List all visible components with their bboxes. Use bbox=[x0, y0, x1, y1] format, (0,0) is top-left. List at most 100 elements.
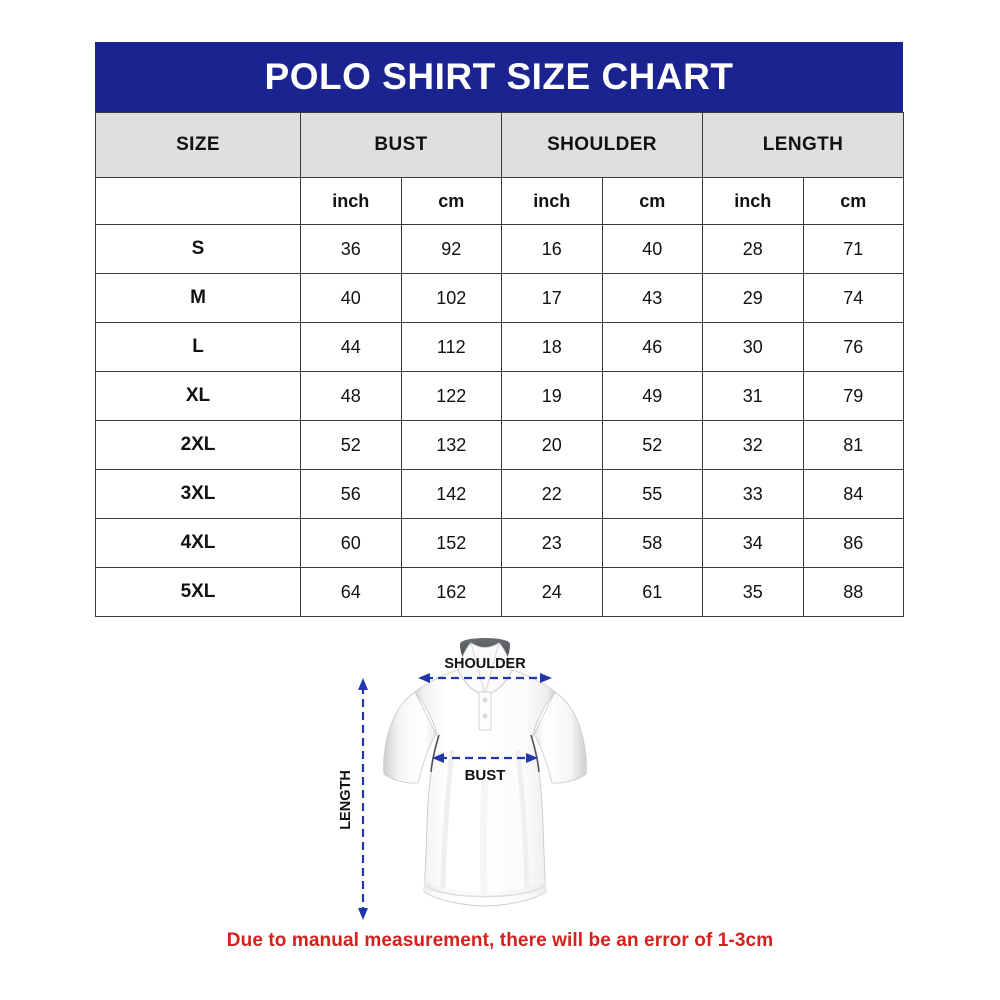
cell-length-inch: 32 bbox=[702, 420, 804, 470]
bust-arrow-left-icon bbox=[432, 753, 444, 763]
table-row: L 44 112 18 46 30 76 bbox=[95, 322, 905, 372]
cell-shoulder-inch: 17 bbox=[501, 273, 603, 323]
chart-title-bar: POLO SHIRT SIZE CHART bbox=[95, 42, 903, 112]
cell-length-inch: 34 bbox=[702, 518, 804, 568]
cell-shoulder-inch: 24 bbox=[501, 567, 603, 617]
cell-shoulder-cm: 52 bbox=[601, 420, 704, 470]
column-header-shoulder: SHOULDER bbox=[501, 112, 704, 178]
cell-shoulder-inch: 19 bbox=[501, 371, 603, 421]
cell-bust-inch: 64 bbox=[300, 567, 402, 617]
size-chart-container: POLO SHIRT SIZE CHART SIZE BUST SHOULDER… bbox=[95, 42, 905, 617]
cell-bust-cm: 142 bbox=[400, 469, 503, 519]
unit-cell-bust-inch: inch bbox=[300, 177, 402, 225]
unit-cell-shoulder-cm: cm bbox=[601, 177, 704, 225]
measurement-disclaimer: Due to manual measurement, there will be… bbox=[226, 930, 774, 951]
cell-length-inch: 31 bbox=[702, 371, 804, 421]
table-row: 2XL 52 132 20 52 32 81 bbox=[95, 420, 905, 470]
unit-cell-length-cm: cm bbox=[802, 177, 905, 225]
unit-cell-blank bbox=[95, 177, 301, 225]
shoulder-arrow-right-icon bbox=[540, 673, 552, 683]
size-chart-table: SIZE BUST SHOULDER LENGTH inch cm inch c… bbox=[95, 112, 905, 617]
cell-bust-cm: 132 bbox=[400, 420, 503, 470]
cell-size: 4XL bbox=[95, 518, 301, 568]
cell-bust-cm: 152 bbox=[400, 518, 503, 568]
cell-size: 3XL bbox=[95, 469, 301, 519]
shoulder-arrow-left-icon bbox=[418, 673, 430, 683]
shirt-illustration bbox=[383, 638, 587, 907]
cell-bust-cm: 102 bbox=[400, 273, 503, 323]
cell-length-cm: 71 bbox=[802, 224, 905, 274]
cell-length-inch: 28 bbox=[702, 224, 804, 274]
unit-cell-length-inch: inch bbox=[702, 177, 804, 225]
table-row: S 36 92 16 40 28 71 bbox=[95, 224, 905, 274]
shirt-button-top bbox=[482, 697, 488, 703]
table-group-header-row: SIZE BUST SHOULDER LENGTH bbox=[95, 112, 905, 178]
cell-length-inch: 33 bbox=[702, 469, 804, 519]
table-row: XL 48 122 19 49 31 79 bbox=[95, 371, 905, 421]
cell-length-inch: 30 bbox=[702, 322, 804, 372]
table-row: 5XL 64 162 24 61 35 88 bbox=[95, 567, 905, 617]
cell-size: S bbox=[95, 224, 301, 274]
cell-size: M bbox=[95, 273, 301, 323]
length-label: LENGTH bbox=[340, 770, 354, 830]
table-body: S 36 92 16 40 28 71 M 40 102 17 43 29 74… bbox=[95, 224, 905, 617]
cell-shoulder-cm: 49 bbox=[601, 371, 704, 421]
measurement-annotations: SHOULDER BUST LENGTH bbox=[340, 656, 552, 920]
cell-length-cm: 88 bbox=[802, 567, 905, 617]
shirt-right-sleeve bbox=[533, 691, 587, 784]
cell-bust-cm: 92 bbox=[400, 224, 503, 274]
table-row: 3XL 56 142 22 55 33 84 bbox=[95, 469, 905, 519]
cell-bust-inch: 48 bbox=[300, 371, 402, 421]
bust-arrow-right-icon bbox=[526, 753, 538, 763]
cell-length-inch: 29 bbox=[702, 273, 804, 323]
column-header-bust: BUST bbox=[299, 112, 503, 178]
cell-bust-cm: 122 bbox=[400, 371, 503, 421]
shoulder-label: SHOULDER bbox=[444, 656, 526, 672]
cell-bust-inch: 40 bbox=[300, 273, 402, 323]
cell-shoulder-cm: 55 bbox=[601, 469, 704, 519]
cell-length-cm: 79 bbox=[802, 371, 905, 421]
cell-size: 5XL bbox=[95, 567, 301, 617]
cell-bust-inch: 56 bbox=[300, 469, 402, 519]
shirt-placket bbox=[478, 691, 492, 731]
cell-bust-cm: 162 bbox=[400, 567, 503, 617]
shirt-left-sleeve bbox=[383, 691, 437, 784]
unit-cell-bust-cm: cm bbox=[400, 177, 503, 225]
shirt-right-armhole-seam bbox=[530, 734, 540, 773]
cell-shoulder-inch: 20 bbox=[501, 420, 603, 470]
cell-bust-inch: 52 bbox=[300, 420, 402, 470]
cell-shoulder-cm: 46 bbox=[601, 322, 704, 372]
shirt-left-armhole-seam bbox=[430, 734, 440, 773]
cell-shoulder-cm: 61 bbox=[601, 567, 704, 617]
length-arrow-bottom-icon bbox=[358, 908, 368, 920]
table-row: 4XL 60 152 23 58 34 86 bbox=[95, 518, 905, 568]
shirt-hem bbox=[424, 880, 546, 906]
shirt-button-bottom bbox=[482, 713, 488, 719]
unit-cell-shoulder-inch: inch bbox=[501, 177, 603, 225]
cell-shoulder-cm: 43 bbox=[601, 273, 704, 323]
cell-length-inch: 35 bbox=[702, 567, 804, 617]
cell-length-cm: 86 bbox=[802, 518, 905, 568]
cell-bust-inch: 36 bbox=[300, 224, 402, 274]
page-title: POLO SHIRT SIZE CHART bbox=[264, 56, 734, 97]
cell-size: 2XL bbox=[95, 420, 301, 470]
cell-size: XL bbox=[95, 371, 301, 421]
cell-size: L bbox=[95, 322, 301, 372]
cell-shoulder-inch: 23 bbox=[501, 518, 603, 568]
length-arrow-top-icon bbox=[358, 678, 368, 690]
cell-bust-cm: 112 bbox=[400, 322, 503, 372]
measurement-diagram: SHOULDER BUST LENGTH bbox=[340, 630, 670, 930]
cell-length-cm: 76 bbox=[802, 322, 905, 372]
cell-bust-inch: 60 bbox=[300, 518, 402, 568]
cell-length-cm: 74 bbox=[802, 273, 905, 323]
table-row: M 40 102 17 43 29 74 bbox=[95, 273, 905, 323]
column-header-length: LENGTH bbox=[702, 112, 905, 178]
cell-shoulder-cm: 40 bbox=[601, 224, 704, 274]
bust-label: BUST bbox=[465, 767, 506, 784]
cell-shoulder-inch: 16 bbox=[501, 224, 603, 274]
table-unit-row: inch cm inch cm inch cm bbox=[95, 177, 905, 225]
cell-shoulder-cm: 58 bbox=[601, 518, 704, 568]
polo-shirt-diagram-svg: SHOULDER BUST LENGTH bbox=[340, 638, 587, 920]
cell-length-cm: 81 bbox=[802, 420, 905, 470]
column-header-size: SIZE bbox=[95, 112, 301, 178]
